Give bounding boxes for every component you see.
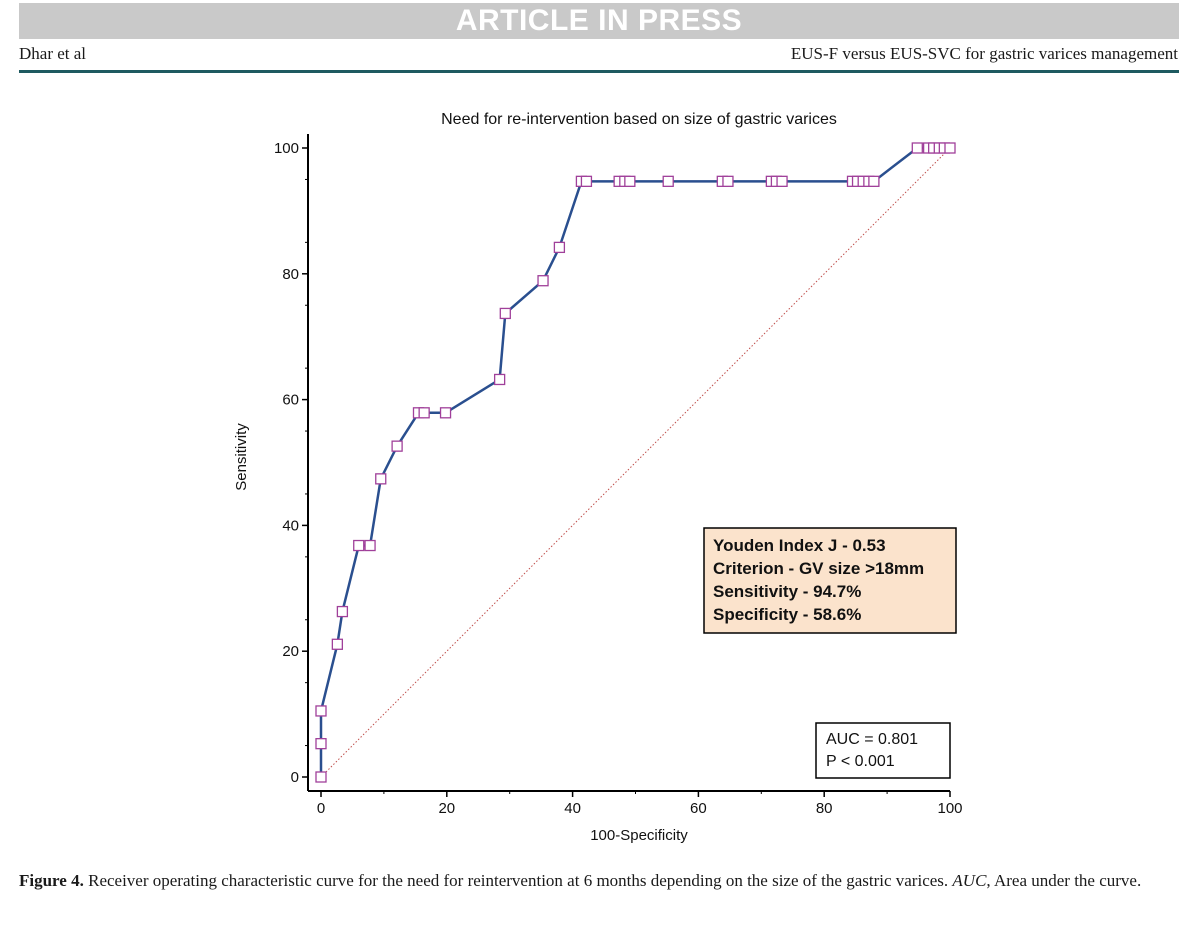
roc-point-marker <box>553 241 566 254</box>
reference-diagonal <box>320 147 951 778</box>
youden-annotation-line: Specificity - 58.6% <box>713 605 861 624</box>
youden-annotation-line: Criterion - GV size >18mm <box>713 559 924 578</box>
roc-point-marker <box>391 440 403 452</box>
y-tick-label: 100 <box>274 140 299 157</box>
roc-point-marker <box>722 175 734 187</box>
x-tick-label: 0 <box>317 800 325 817</box>
roc-point-marker <box>493 373 506 386</box>
roc-chart: Need for re-intervention based on size o… <box>233 111 963 844</box>
youden-annotation-line: Sensitivity - 94.7% <box>713 582 861 601</box>
roc-point-marker <box>439 407 452 419</box>
x-tick-label: 40 <box>564 800 581 817</box>
caption-text: Receiver operating characteristic curve … <box>83 871 953 890</box>
article-in-press-banner: ARTICLE IN PRESS <box>19 3 1179 39</box>
auc-box <box>815 722 951 779</box>
roc-point-marker <box>315 771 327 783</box>
y-tick-label: 20 <box>282 643 299 660</box>
roc-point-marker <box>418 407 430 419</box>
chart-title: Need for re-intervention based on size o… <box>441 111 837 128</box>
roc-point-marker <box>364 539 376 552</box>
auc-box-line: AUC = 0.801 <box>826 731 918 748</box>
x-tick-label: 20 <box>438 800 455 817</box>
y-tick-label: 0 <box>291 769 299 786</box>
caption-abbrev-def: , Area under the curve. <box>986 871 1142 890</box>
roc-point-marker <box>315 705 327 717</box>
roc-point-marker <box>944 142 956 154</box>
running-head-title: EUS-F versus EUS-SVC for gastric varices… <box>790 44 1178 63</box>
y-tick-label: 40 <box>282 517 299 534</box>
roc-point-marker <box>776 175 788 187</box>
roc-point-marker <box>868 175 880 187</box>
x-axis-label: 100-Specificity <box>590 827 688 844</box>
roc-point-marker <box>315 738 327 750</box>
y-tick-label: 80 <box>282 266 299 283</box>
roc-point-marker <box>624 175 636 187</box>
roc-point-marker <box>662 175 674 187</box>
youden-annotation-box <box>703 527 957 634</box>
roc-point-marker <box>375 473 387 485</box>
x-tick-label: 60 <box>690 800 707 817</box>
roc-point-marker <box>499 307 511 320</box>
y-tick-label: 60 <box>282 392 299 409</box>
roc-point-marker <box>336 605 349 618</box>
roc-point-marker <box>537 275 549 287</box>
roc-point-marker <box>331 638 344 650</box>
roc-point-marker <box>353 539 365 552</box>
figure-caption: Figure 4. Receiver operating characteris… <box>19 870 1179 892</box>
x-tick-label: 80 <box>816 800 833 817</box>
y-axis-label: Sensitivity <box>233 423 250 491</box>
roc-point-marker <box>580 175 593 187</box>
caption-abbrev: AUC <box>952 871 987 890</box>
figure-label: Figure 4. <box>19 871 84 890</box>
running-head-authors: Dhar et al <box>19 44 87 63</box>
x-tick-label: 100 <box>937 800 962 817</box>
roc-point-marker <box>911 142 923 154</box>
header-rule <box>19 70 1179 73</box>
youden-annotation-line: Youden Index J - 0.53 <box>713 536 886 555</box>
auc-box-line: P < 0.001 <box>826 753 895 770</box>
